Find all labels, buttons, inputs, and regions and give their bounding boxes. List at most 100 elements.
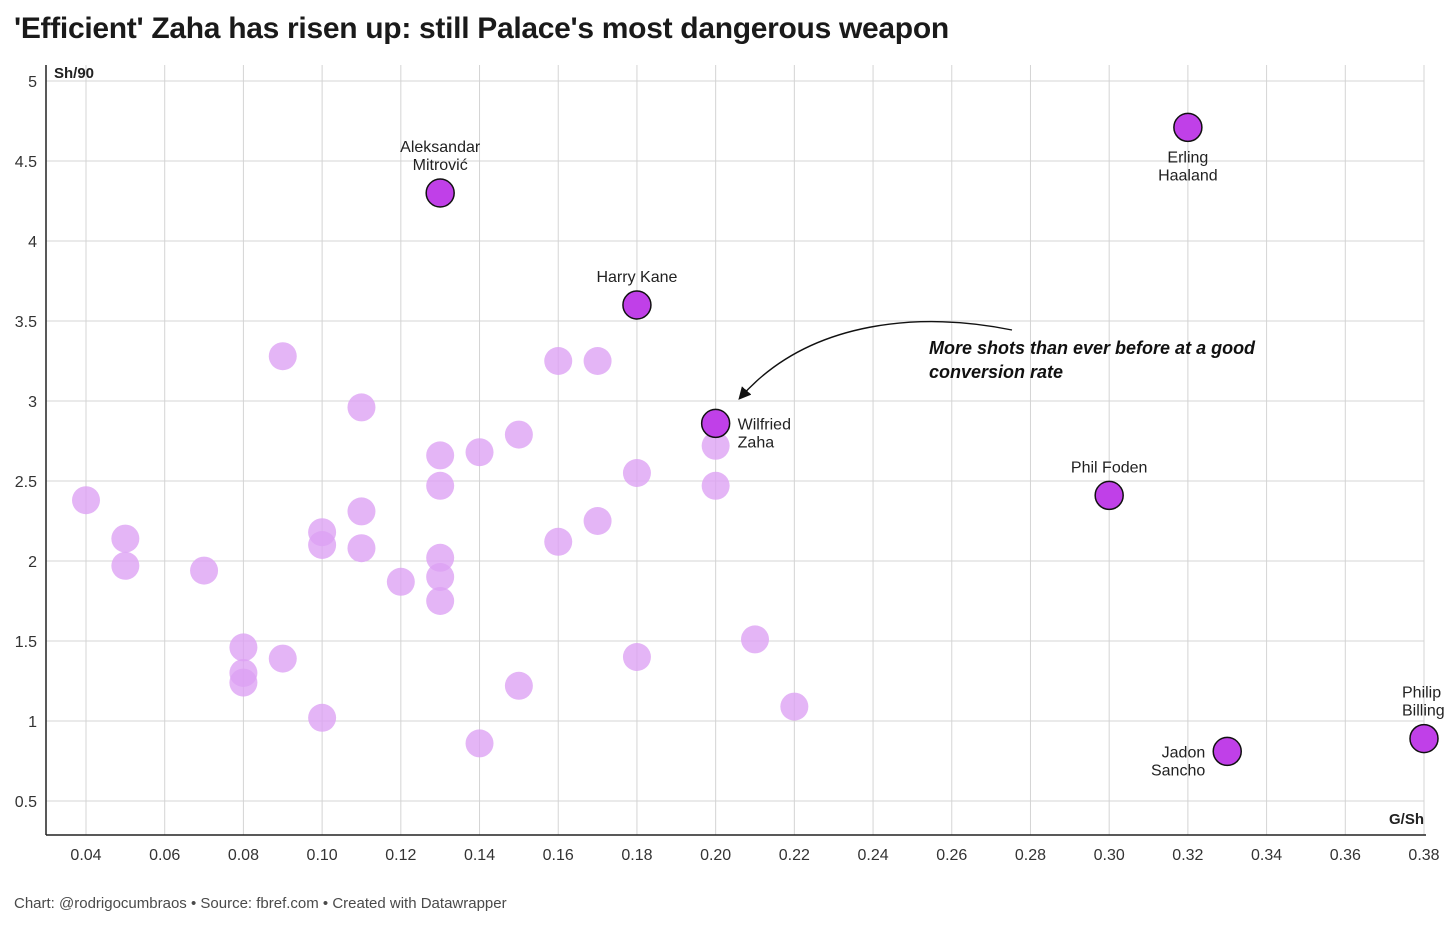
x-tick-label: 0.20 [700,847,731,864]
y-tick-label: 1.5 [15,634,37,651]
data-point [308,703,337,732]
player-label: Sancho [1151,762,1205,779]
player-label: Phil Foden [1071,459,1148,476]
highlighted-point [700,408,731,439]
data-point [111,551,140,580]
x-tick-label: 0.26 [936,847,967,864]
annotation-text: More shots than ever before at a good co… [929,338,1260,382]
data-point [426,563,455,591]
highlighted-point [1212,736,1242,767]
annotation-arrow [738,320,1013,400]
x-tick-label: 0.12 [385,847,416,864]
x-tick-label: 0.34 [1251,847,1282,864]
data-point [622,643,651,671]
data-point [347,534,376,563]
other-players-points [72,342,809,758]
gridlines [46,65,1425,835]
x-tick-label: 0.22 [779,847,810,864]
data-point [544,347,573,375]
x-tick-label: 0.30 [1094,847,1125,864]
chart-title: 'Efficient' Zaha has risen up: still Pal… [14,12,949,45]
y-tick-label: 3 [28,394,37,411]
player-label: Philip [1402,685,1441,702]
player-label: Aleksandar [400,139,481,156]
annotation-line-1: More shots than ever before at a good [929,338,1256,358]
x-tick-label: 0.18 [621,847,652,864]
highlighted-player: Harry Kane [596,269,678,320]
data-point [426,441,455,470]
data-point [465,438,494,467]
data-point [504,671,533,700]
data-point [701,431,730,460]
player-label: Billing [1402,703,1445,720]
y-tick-label: 3.5 [15,314,37,331]
data-point [622,459,651,487]
x-tick-label: 0.10 [307,847,338,864]
y-tick-label: 5 [28,74,37,91]
data-point [741,625,769,654]
tick-labels: 0.04 0.06 0.08 0.10 0.12 0.14 0.16 0.18 0.20 0.22… [15,74,1440,864]
data-point [426,587,455,615]
data-point [780,692,809,721]
x-tick-label: 0.06 [149,847,180,864]
data-point [347,393,376,422]
x-tick-label: 0.14 [464,847,495,864]
data-point [190,556,219,585]
data-point [583,347,612,375]
highlighted-point [425,178,455,208]
data-point [229,633,258,662]
annotation: More shots than ever before at a good co… [738,320,1260,400]
player-label: Wilfried [738,416,791,433]
data-point [72,486,100,515]
player-label: Haaland [1158,167,1218,184]
y-tick-label: 4 [28,234,37,251]
data-point [544,527,573,556]
data-point [504,420,533,449]
data-point [308,531,337,559]
annotation-line-2: conversion rate [929,362,1063,382]
data-point [465,729,494,758]
highlighted-player: Phil Foden [1071,459,1148,511]
x-tick-label: 0.16 [543,847,574,864]
y-tick-label: 2 [28,554,37,571]
data-point [426,543,455,572]
y-tick-label: 1 [28,714,37,731]
y-axis-title: Sh/90 [54,65,94,82]
y-tick-label: 0.5 [15,794,37,811]
data-point [583,507,612,535]
y-tick-label: 4.5 [15,154,37,171]
x-axis-title: G/Sh [1389,811,1424,828]
player-label: Jadon [1162,744,1206,761]
player-label: Mitrović [413,157,468,174]
y-tick-label: 2.5 [15,474,37,491]
data-point [268,644,297,673]
x-tick-label: 0.32 [1172,847,1203,864]
highlighted-point [1173,112,1203,143]
scatter-chart: 0.04 0.06 0.08 0.10 0.12 0.14 0.16 0.18 0.20 0.22… [15,65,1445,864]
highlighted-point [622,290,652,320]
x-tick-label: 0.24 [857,847,888,864]
x-tick-label: 0.38 [1408,847,1439,864]
x-tick-label: 0.28 [1015,847,1046,864]
data-point [386,567,415,596]
data-point [229,668,258,697]
data-point [268,342,297,371]
data-point [701,471,730,500]
player-label: Harry Kane [596,269,677,286]
data-point [111,524,140,553]
x-tick-label: 0.36 [1330,847,1361,864]
x-tick-label: 0.08 [228,847,259,864]
player-label: Zaha [738,434,775,451]
chart-footer: Chart: @rodrigocumbraos • Source: fbref.… [14,895,507,912]
highlighted-point [1409,723,1439,754]
highlighted-point [1094,480,1124,511]
data-point [426,471,455,500]
data-point [347,497,376,526]
player-label: Erling [1167,149,1208,166]
